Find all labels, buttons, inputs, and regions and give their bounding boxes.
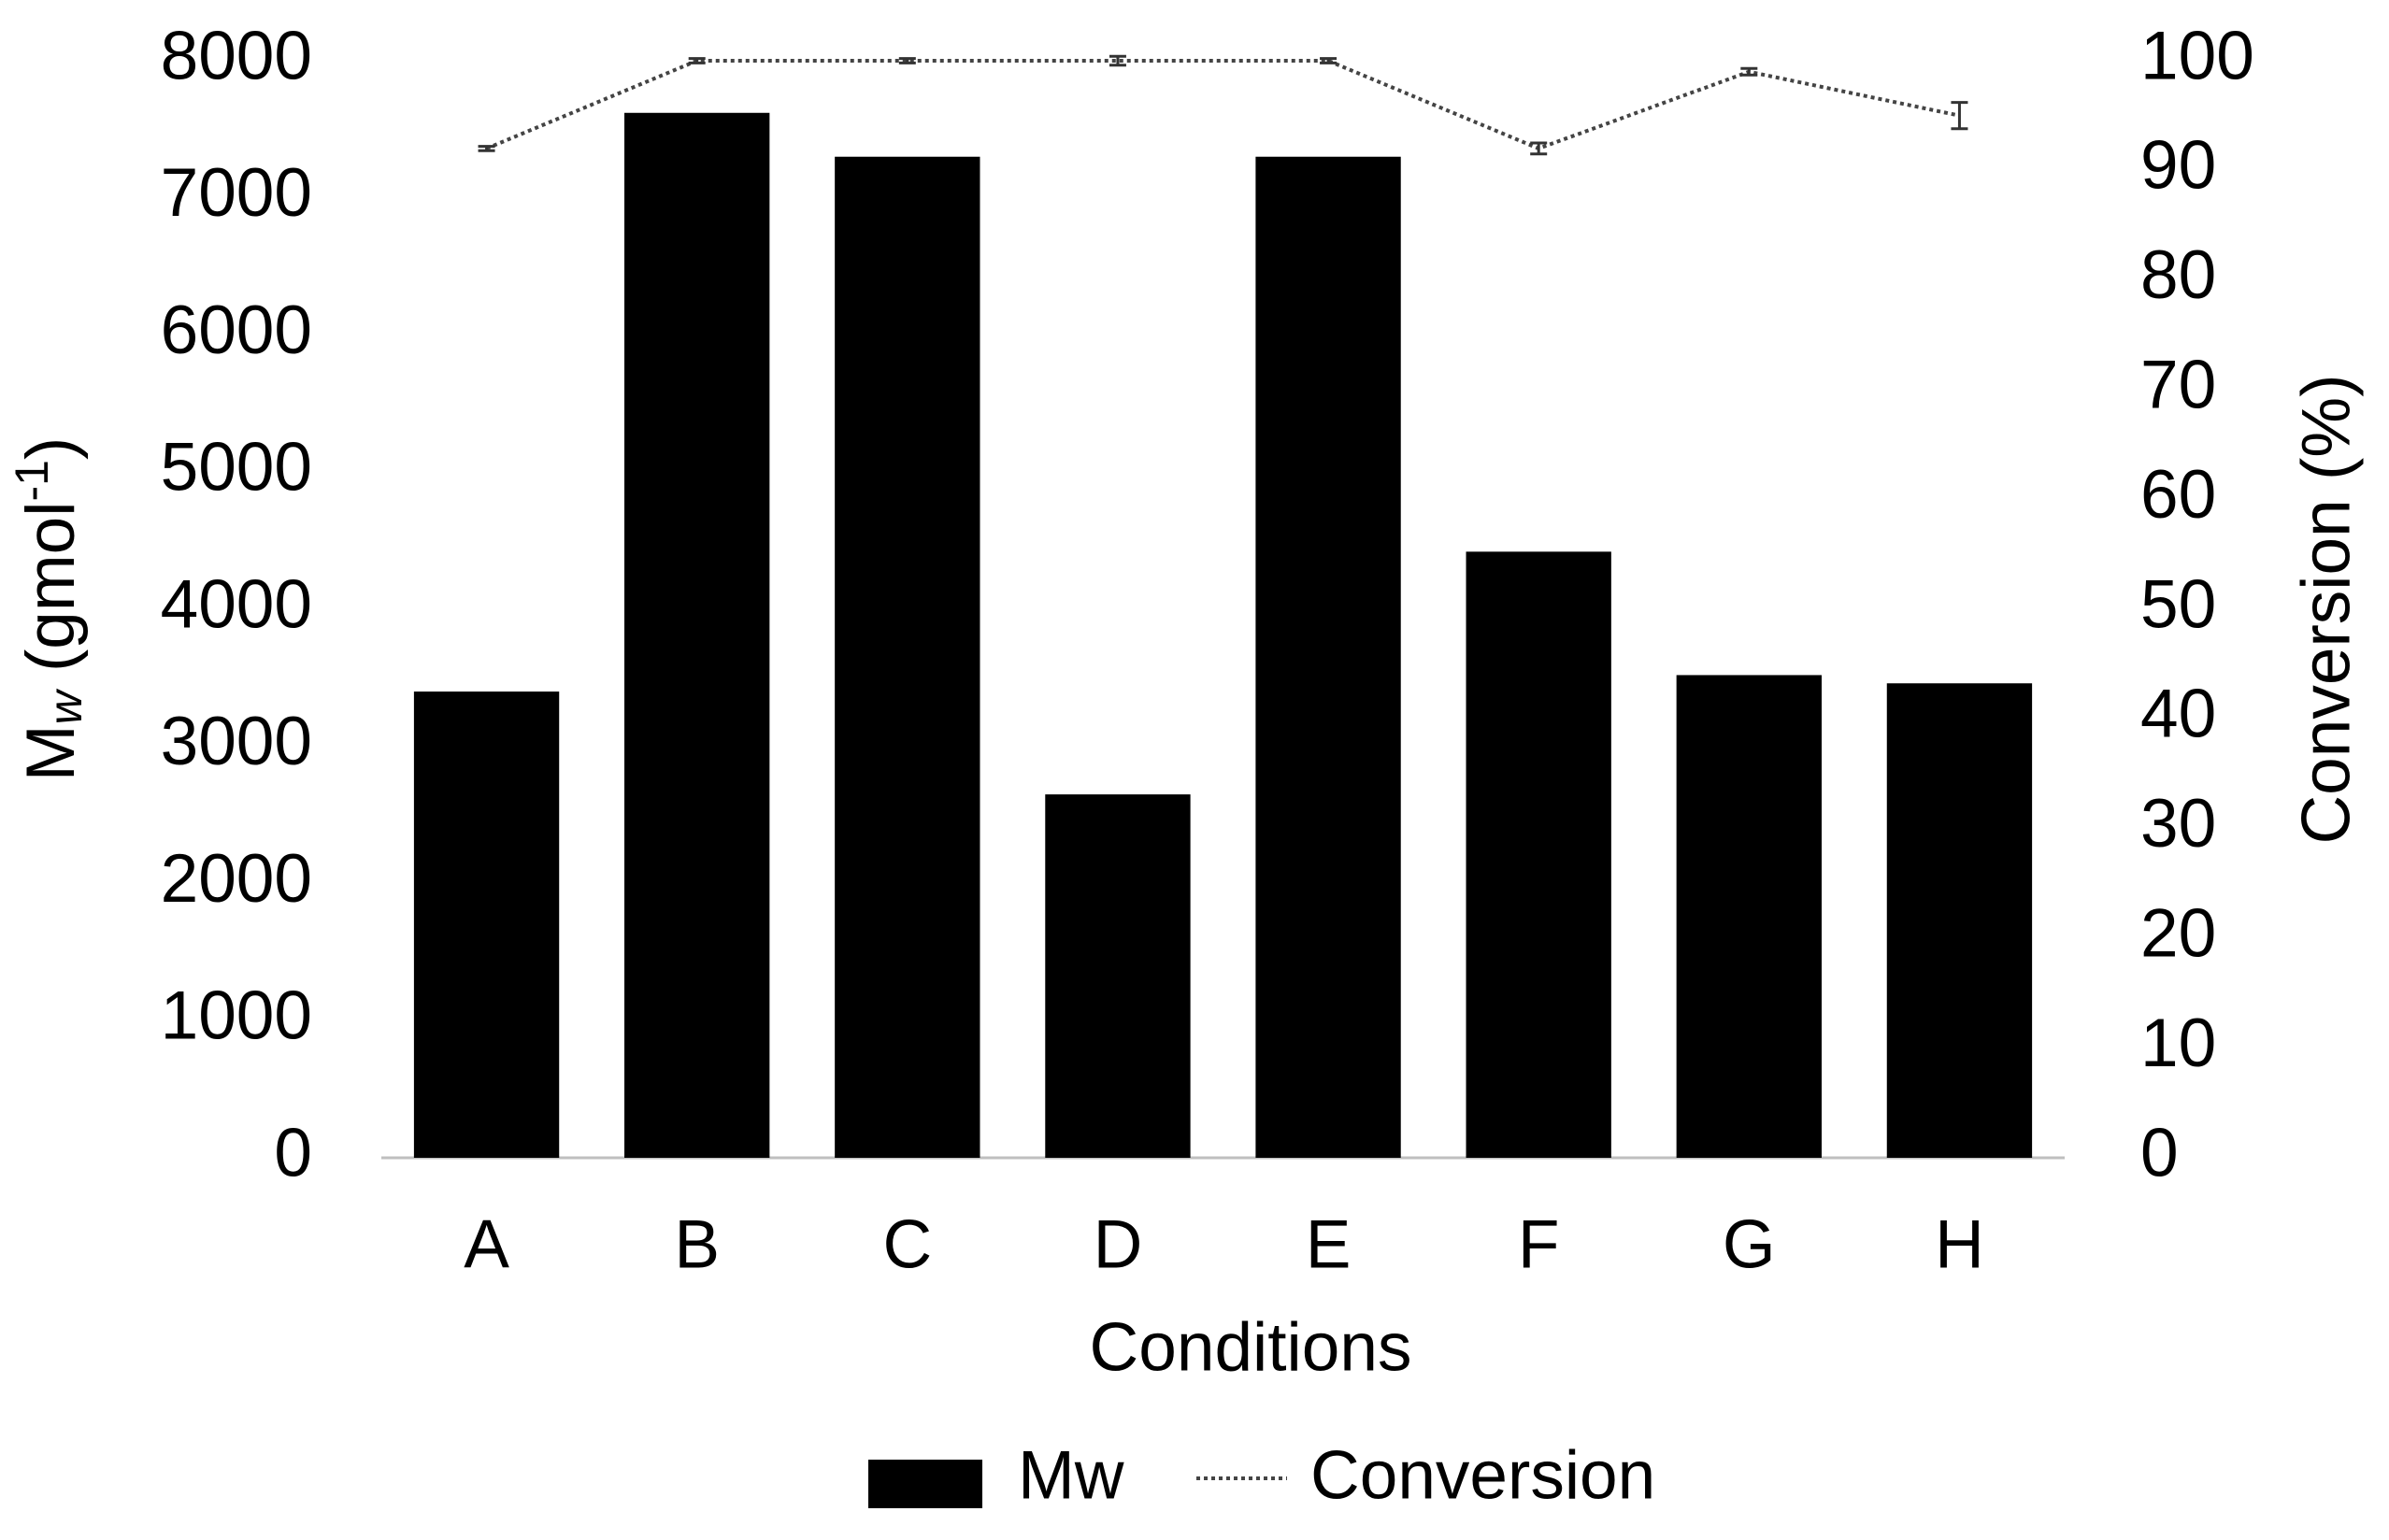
error-bar	[1530, 141, 1548, 156]
x-tick-label: E	[1306, 1206, 1352, 1282]
error-bar	[688, 57, 706, 64]
y-title-main: M	[13, 724, 89, 781]
y-tick-label: 2000	[161, 841, 312, 917]
x-tick-label: F	[1518, 1206, 1560, 1282]
y2-tick-label: 80	[2140, 237, 2216, 313]
error-bar	[1109, 54, 1126, 67]
error-bar	[1320, 57, 1338, 64]
error-bar	[478, 145, 495, 152]
y2-axis-title: Conversion (%)	[2288, 374, 2364, 844]
y2-tick-label: 40	[2140, 677, 2216, 752]
y-tick-label: 6000	[161, 292, 312, 368]
x-tick-label: B	[674, 1206, 720, 1282]
y-tick-label: 7000	[161, 155, 312, 231]
y2-tick-label: 20	[2140, 895, 2216, 971]
legend-swatch	[868, 1460, 982, 1508]
y-tick-label: 0	[274, 1115, 312, 1191]
y2-tick-label: 100	[2140, 18, 2254, 93]
y-title-end: )	[13, 437, 89, 460]
bar	[413, 692, 560, 1158]
y2-tick-label: 10	[2140, 1005, 2216, 1081]
error-bar	[898, 57, 916, 64]
x-tick-label: H	[1935, 1206, 1984, 1282]
y-axis-title: Mw (gmol-1)	[6, 437, 92, 782]
error-bar	[1740, 66, 1758, 77]
x-tick-label: C	[882, 1206, 932, 1282]
error-bar	[1951, 101, 1968, 131]
y2-tick-label: 50	[2140, 566, 2216, 642]
line	[485, 59, 1960, 151]
x-tick-label: G	[1723, 1206, 1776, 1282]
y-tick-label: 4000	[161, 566, 312, 642]
y2-tick-label: 30	[2140, 786, 2216, 862]
bar	[835, 156, 980, 1159]
y-tick-label: 3000	[161, 704, 312, 779]
y-tick-label: 1000	[161, 978, 312, 1054]
bar	[624, 112, 770, 1158]
y2-tick-label: 60	[2140, 457, 2216, 533]
y2-tick-label: 0	[2140, 1115, 2179, 1191]
y2-tick-label: 70	[2140, 347, 2216, 422]
legend-label: Mw	[1018, 1437, 1124, 1513]
bar	[1886, 683, 2033, 1158]
x-tick-label: A	[464, 1206, 509, 1282]
y-title-rest: (gmol	[13, 502, 89, 692]
y2-tick-label: 90	[2140, 128, 2216, 204]
y-title-sub: w	[39, 688, 92, 724]
bar	[1676, 675, 1822, 1158]
y-title-sup: -1	[6, 460, 58, 501]
x-tick-label: D	[1094, 1206, 1143, 1282]
bar	[1255, 156, 1401, 1159]
bar	[1045, 794, 1191, 1158]
y-tick-label: 8000	[161, 18, 312, 93]
y-tick-label: 5000	[161, 430, 312, 506]
bar	[1466, 551, 1611, 1158]
x-axis-title: Conditions	[1090, 1309, 1412, 1385]
legend-label: Conversion	[1310, 1437, 1655, 1513]
